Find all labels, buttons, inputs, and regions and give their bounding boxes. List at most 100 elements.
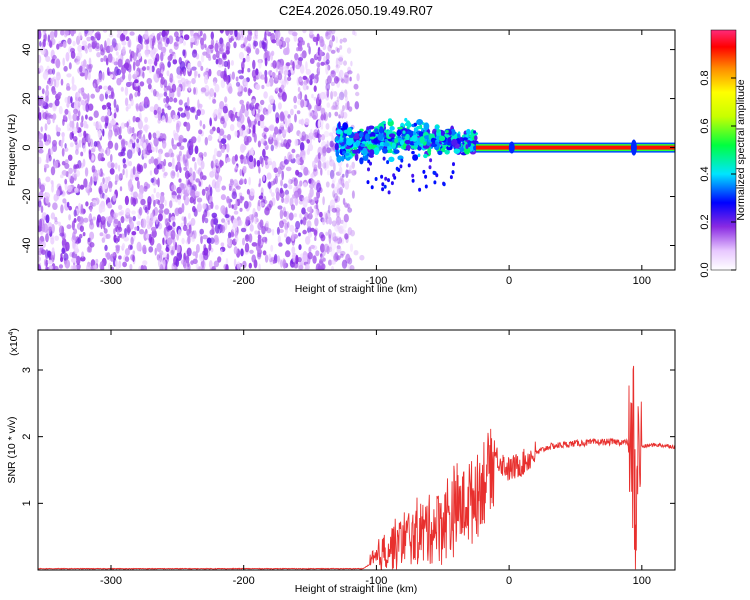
heatmap-cell xyxy=(150,87,154,93)
heatmap-cell xyxy=(83,217,89,223)
heatmap-cell xyxy=(211,225,215,235)
heatmap-cell xyxy=(418,131,424,137)
heatmap-cell xyxy=(268,181,272,190)
heatmap-cell xyxy=(428,165,432,170)
heatmap-cell xyxy=(71,84,77,91)
heatmap-cell xyxy=(383,184,387,189)
heatmap-cell xyxy=(225,206,228,217)
heatmap-cell xyxy=(353,135,360,140)
heatmap-cell xyxy=(78,88,83,94)
heatmap-cell xyxy=(281,197,285,203)
heatmap-cell xyxy=(96,78,100,85)
heatmap-cell xyxy=(68,205,72,211)
heatmap-cell xyxy=(234,130,238,137)
heatmap-cell xyxy=(74,100,79,110)
heatmap-cell xyxy=(258,183,261,188)
heatmap-cell xyxy=(186,122,191,132)
heatmap-cell xyxy=(302,216,307,226)
heatmap-cell xyxy=(320,91,326,100)
heatmap-cell xyxy=(239,99,244,105)
heatmap-cell xyxy=(47,250,51,258)
heatmap-cell xyxy=(405,133,410,141)
heatmap-cell xyxy=(54,30,58,38)
heatmap-cell xyxy=(98,72,103,83)
x-tick-label: -300 xyxy=(100,275,122,287)
heatmap-cell xyxy=(161,108,165,114)
heatmap-cell xyxy=(222,105,228,114)
heatmap-cell xyxy=(246,33,252,42)
heatmap-cell xyxy=(149,49,155,58)
heatmap-cell xyxy=(279,189,285,198)
heatmap-cell xyxy=(345,235,349,244)
heatmap-cell xyxy=(102,30,108,33)
heatmap-cell xyxy=(220,138,227,145)
colorbar: 0.0 0.2 0.4 0.6 0.8 Normalized spectral ampl… xyxy=(699,29,747,278)
heatmap-cell xyxy=(157,41,163,51)
heatmap-cell xyxy=(45,55,51,63)
heatmap-cell xyxy=(374,128,379,133)
heatmap-cell xyxy=(84,167,89,177)
heatmap-cell xyxy=(304,196,309,204)
heatmap-cell xyxy=(236,129,240,139)
heatmap-cell xyxy=(335,64,341,69)
heatmap-cell xyxy=(167,105,172,111)
heatmap-cell xyxy=(424,174,428,179)
heatmap-cell xyxy=(38,54,42,64)
heatmap-cell xyxy=(175,122,180,133)
heatmap-cell xyxy=(144,116,149,123)
heatmap-cell xyxy=(38,200,42,208)
heatmap-cell xyxy=(247,116,250,124)
heatmap-cell xyxy=(195,250,198,259)
heatmap-cell xyxy=(390,181,394,186)
heatmap-cell xyxy=(340,110,344,119)
heatmap-cell xyxy=(93,83,96,89)
heatmap-cell xyxy=(327,75,332,84)
heatmap-cell xyxy=(300,99,305,108)
heatmap-cell xyxy=(60,256,64,263)
y-tick-label: 2 xyxy=(21,434,33,440)
heatmap-cell xyxy=(257,237,261,247)
heatmap-cell xyxy=(378,126,384,134)
heatmap-cell xyxy=(78,96,81,102)
heatmap-cell xyxy=(348,106,353,112)
heatmap-cell xyxy=(62,198,67,204)
heatmap-cell xyxy=(194,161,197,171)
heatmap-cell xyxy=(262,148,266,158)
heatmap-cell xyxy=(202,215,206,220)
heatmap-cell xyxy=(339,109,345,117)
heatmap-cell xyxy=(90,93,95,99)
heatmap-cell xyxy=(88,116,93,121)
heatmap-cell xyxy=(72,136,78,142)
heatmap-cell xyxy=(61,247,66,254)
heatmap-cell xyxy=(302,197,306,202)
heatmap-cell xyxy=(163,212,166,221)
heatmap-cell xyxy=(260,138,265,145)
heatmap-cell xyxy=(275,187,280,195)
heatmap-cell xyxy=(78,139,82,148)
heatmap-cell xyxy=(130,254,135,261)
heatmap-cell xyxy=(290,157,296,164)
heatmap-cell xyxy=(260,74,266,80)
heatmap-cell xyxy=(331,265,334,270)
heatmap-cell xyxy=(79,225,84,232)
heatmap-cell xyxy=(299,180,303,187)
heatmap-cell xyxy=(56,131,61,137)
heatmap-cell xyxy=(220,242,225,247)
heatmap-cell xyxy=(302,83,308,91)
colorbar-ticks: 0.0 0.2 0.4 0.6 0.8 xyxy=(699,70,736,278)
heatmap-cell xyxy=(129,244,133,250)
heatmap-cell xyxy=(91,165,96,173)
heatmap-cell xyxy=(313,164,318,170)
heatmap-cell xyxy=(279,64,284,75)
heatmap-cell xyxy=(201,188,206,196)
heatmap-cell xyxy=(162,237,165,246)
heatmap-cell xyxy=(329,169,335,180)
heatmap-cell xyxy=(234,165,238,170)
heatmap-cell xyxy=(257,222,263,231)
heatmap-cell xyxy=(225,41,231,51)
heatmap-cell xyxy=(273,167,278,173)
heatmap-cell xyxy=(70,96,73,104)
heatmap-cell xyxy=(466,128,471,135)
heatmap-cell xyxy=(72,113,78,122)
heatmap-cell xyxy=(389,148,393,154)
